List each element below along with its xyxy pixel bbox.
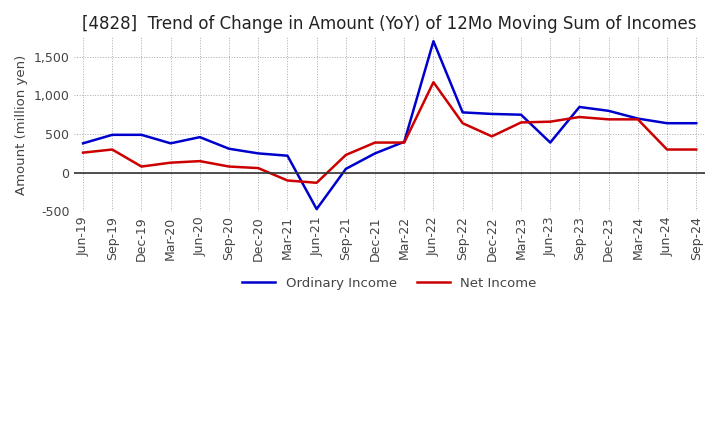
Net Income [371, 140, 379, 145]
Ordinary Income [108, 132, 117, 137]
Net Income [312, 180, 321, 185]
Ordinary Income [692, 121, 701, 126]
Ordinary Income [400, 139, 408, 144]
Line: Net Income: Net Income [83, 82, 696, 183]
Net Income [341, 152, 350, 158]
Ordinary Income [283, 153, 292, 158]
Y-axis label: Amount (million yen): Amount (million yen) [15, 54, 28, 194]
Net Income [400, 140, 408, 145]
Net Income [429, 80, 438, 85]
Net Income [166, 160, 175, 165]
Net Income [254, 165, 263, 171]
Ordinary Income [78, 141, 87, 146]
Net Income [283, 178, 292, 183]
Net Income [604, 117, 613, 122]
Ordinary Income [166, 141, 175, 146]
Ordinary Income [575, 104, 584, 110]
Ordinary Income [634, 116, 642, 121]
Net Income [459, 121, 467, 126]
Ordinary Income [254, 151, 263, 156]
Ordinary Income [429, 39, 438, 44]
Net Income [108, 147, 117, 152]
Ordinary Income [312, 206, 321, 212]
Ordinary Income [341, 166, 350, 172]
Ordinary Income [546, 140, 554, 145]
Net Income [692, 147, 701, 152]
Legend: Ordinary Income, Net Income: Ordinary Income, Net Income [237, 272, 542, 295]
Ordinary Income [662, 121, 671, 126]
Ordinary Income [517, 112, 526, 117]
Ordinary Income [459, 110, 467, 115]
Ordinary Income [487, 111, 496, 117]
Net Income [546, 119, 554, 125]
Title: [4828]  Trend of Change in Amount (YoY) of 12Mo Moving Sum of Incomes: [4828] Trend of Change in Amount (YoY) o… [82, 15, 697, 33]
Ordinary Income [225, 146, 233, 151]
Net Income [517, 120, 526, 125]
Net Income [487, 134, 496, 139]
Net Income [634, 117, 642, 122]
Net Income [575, 114, 584, 120]
Net Income [225, 164, 233, 169]
Ordinary Income [604, 108, 613, 114]
Net Income [196, 158, 204, 164]
Ordinary Income [196, 135, 204, 140]
Ordinary Income [371, 151, 379, 156]
Ordinary Income [137, 132, 145, 137]
Line: Ordinary Income: Ordinary Income [83, 41, 696, 209]
Net Income [662, 147, 671, 152]
Net Income [78, 150, 87, 155]
Net Income [137, 164, 145, 169]
